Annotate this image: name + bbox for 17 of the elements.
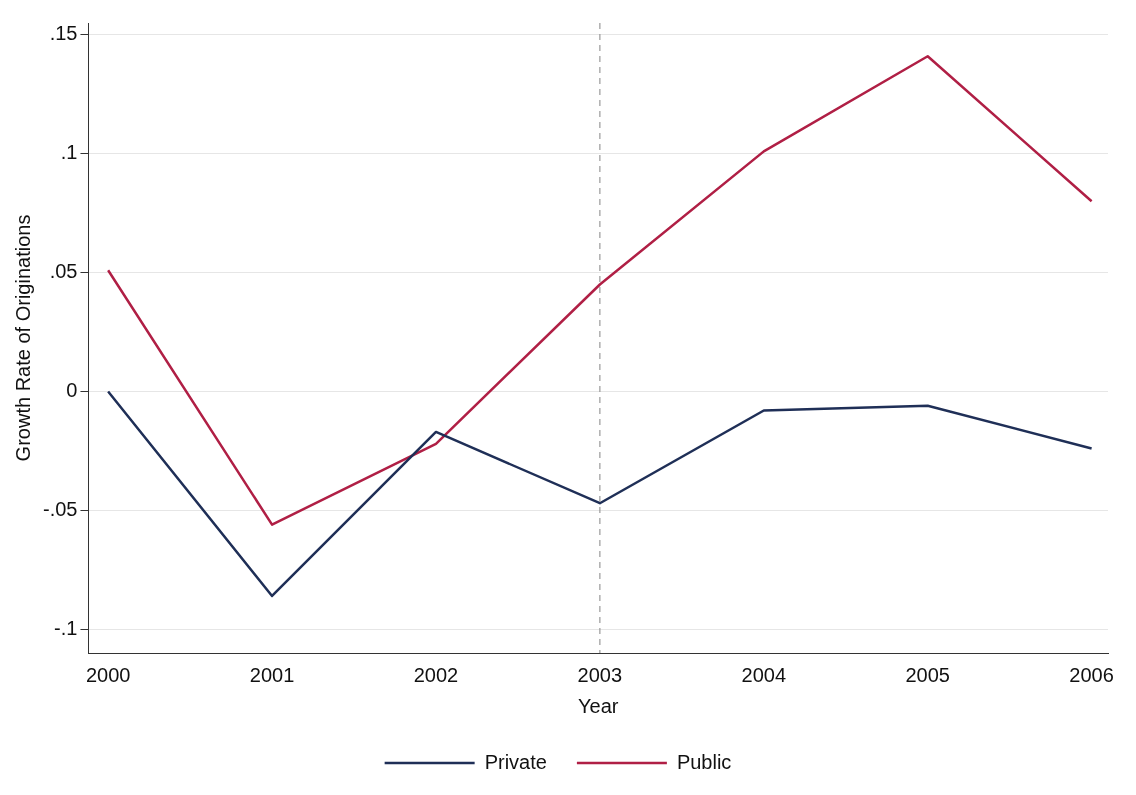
x-tick-label: 2004 xyxy=(741,663,787,686)
x-tick-label: 2000 xyxy=(85,663,131,686)
y-axis-title: Growth Rate of Originations xyxy=(11,214,34,462)
x-tick-label: 2001 xyxy=(249,663,295,686)
y-tick-label: 0 xyxy=(66,379,78,402)
y-tick-label: .1 xyxy=(60,141,78,164)
y-tick-label: .05 xyxy=(49,260,78,283)
y-tick-label: -.05 xyxy=(42,497,78,520)
legend-label: Public xyxy=(676,750,732,773)
legend-label: Private xyxy=(484,750,547,773)
x-axis-title: Year xyxy=(578,694,619,717)
y-tick-label: .15 xyxy=(49,22,78,45)
x-tick-label: 2002 xyxy=(413,663,459,686)
y-tick-label: -.1 xyxy=(54,616,78,639)
x-tick-label: 2006 xyxy=(1069,663,1114,686)
x-tick-label: 2005 xyxy=(905,663,950,686)
x-tick-label: 2003 xyxy=(577,663,623,686)
